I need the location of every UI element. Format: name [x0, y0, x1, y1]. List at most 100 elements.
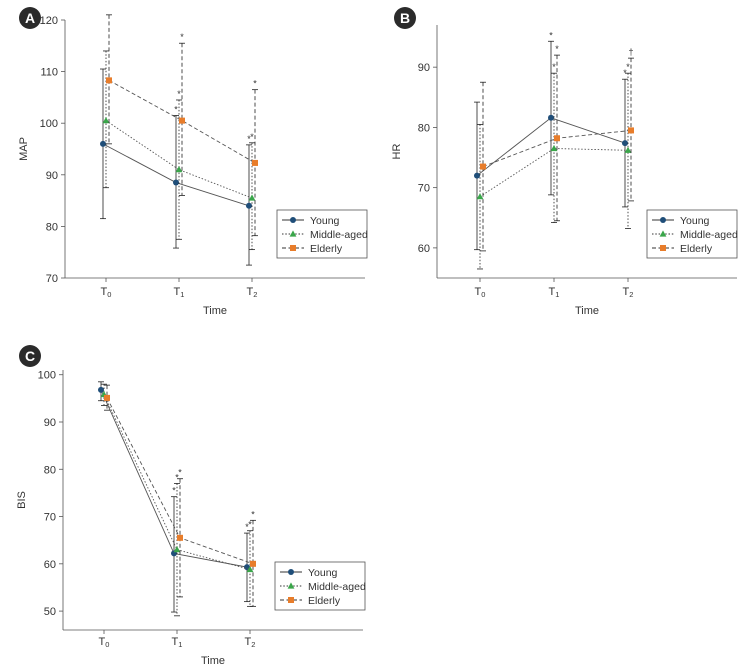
y-axis-title: HR: [391, 144, 403, 160]
data-point: [474, 172, 480, 179]
panel-badge: [19, 7, 41, 29]
series-elderly: **: [104, 384, 256, 607]
series-elderly: **: [106, 14, 258, 237]
legend: Young Middle-aged Elderly: [274, 561, 366, 611]
significance-mark: *: [245, 522, 249, 532]
series-middle-aged: **: [100, 383, 254, 617]
series-line: [108, 79, 256, 164]
y-tick-label: 60: [44, 559, 56, 571]
legend-label: Young: [680, 215, 710, 227]
data-point: [100, 140, 106, 147]
x-axis-title: Time: [201, 655, 225, 666]
x-axis-title: Time: [203, 305, 227, 317]
data-point: [248, 194, 256, 201]
panel-label: B: [400, 10, 410, 26]
significance-mark: *: [177, 89, 181, 99]
y-tick-label: 70: [44, 512, 56, 524]
legend-marker: [659, 230, 667, 237]
y-tick-label: 90: [46, 170, 58, 182]
y-axis-title: MAP: [18, 137, 30, 161]
data-point: [622, 140, 628, 147]
data-point: [550, 144, 558, 152]
significance-mark: *: [253, 79, 257, 89]
y-tick-label: 60: [418, 243, 430, 255]
significance-mark: *: [175, 472, 179, 482]
significance-mark: *: [172, 486, 176, 496]
x-tick-label: T1: [172, 636, 183, 649]
significance-mark: *: [251, 509, 255, 519]
series-middle-aged: **: [102, 50, 256, 251]
data-point: [175, 166, 183, 173]
significance-mark: *: [549, 30, 553, 40]
significance-mark: *: [174, 104, 178, 114]
legend-marker: [287, 582, 295, 589]
y-tick-label: 100: [38, 370, 56, 382]
significance-mark: *: [250, 132, 254, 142]
data-point: [246, 565, 254, 573]
series-young: **: [98, 381, 250, 613]
legend-label: Elderly: [310, 243, 343, 255]
legend-label: Middle-aged: [310, 229, 368, 241]
y-tick-label: 100: [40, 118, 58, 130]
significance-mark: *: [626, 62, 630, 72]
significance-mark: *: [248, 520, 252, 530]
data-point: [106, 77, 112, 84]
x-axis-title: Time: [575, 305, 599, 317]
y-tick-label: 70: [46, 273, 58, 285]
legend-marker: [660, 245, 666, 251]
y-tick-label: 50: [44, 606, 56, 618]
panel-badge: [394, 7, 416, 29]
significance-mark: *: [552, 62, 556, 72]
y-tick-label: 80: [46, 221, 58, 233]
legend-marker: [660, 217, 666, 223]
y-tick-label: 80: [418, 122, 430, 134]
legend-label: Elderly: [308, 595, 341, 607]
panel-label: C: [25, 348, 35, 364]
x-tick-label: T0: [101, 286, 112, 299]
x-tick-label: T1: [549, 286, 560, 299]
legend-marker: [288, 569, 294, 575]
data-point: [476, 193, 484, 200]
series-middle-aged: **: [476, 62, 632, 270]
legend-marker: [289, 230, 297, 237]
data-point: [252, 159, 258, 166]
legend: Young Middle-aged Elderly: [276, 209, 368, 259]
data-point: [548, 114, 554, 121]
series-line: [103, 394, 251, 570]
legend-label: Middle-aged: [308, 581, 366, 593]
y-tick-label: 80: [44, 464, 56, 476]
data-point: [173, 179, 179, 186]
x-tick-label: T1: [174, 286, 185, 299]
y-tick-label: 120: [40, 15, 58, 27]
legend-label: Young: [310, 215, 340, 227]
data-point: [480, 163, 486, 170]
legend-label: Elderly: [680, 243, 713, 255]
panel-badge: [19, 345, 41, 367]
legend-marker: [290, 245, 296, 251]
series-young: **: [100, 68, 252, 266]
y-axis-title: BIS: [16, 491, 28, 509]
data-point: [628, 127, 634, 134]
x-tick-label: T0: [475, 286, 486, 299]
data-point: [554, 135, 560, 142]
significance-mark: *: [247, 134, 251, 144]
significance-mark: †: [628, 47, 633, 57]
x-tick-label: T2: [245, 636, 256, 649]
y-tick-label: 90: [44, 417, 56, 429]
data-point: [98, 386, 104, 393]
data-point: [246, 202, 252, 209]
legend-label: Middle-aged: [680, 229, 738, 241]
x-tick-label: T2: [623, 286, 634, 299]
legend-marker: [290, 217, 296, 223]
data-point: [104, 394, 110, 401]
data-point: [102, 117, 110, 124]
series-young: **: [474, 30, 628, 251]
significance-mark: *: [180, 32, 184, 42]
significance-mark: *: [178, 468, 182, 478]
y-tick-label: 110: [40, 67, 58, 79]
legend-label: Young: [308, 567, 338, 579]
